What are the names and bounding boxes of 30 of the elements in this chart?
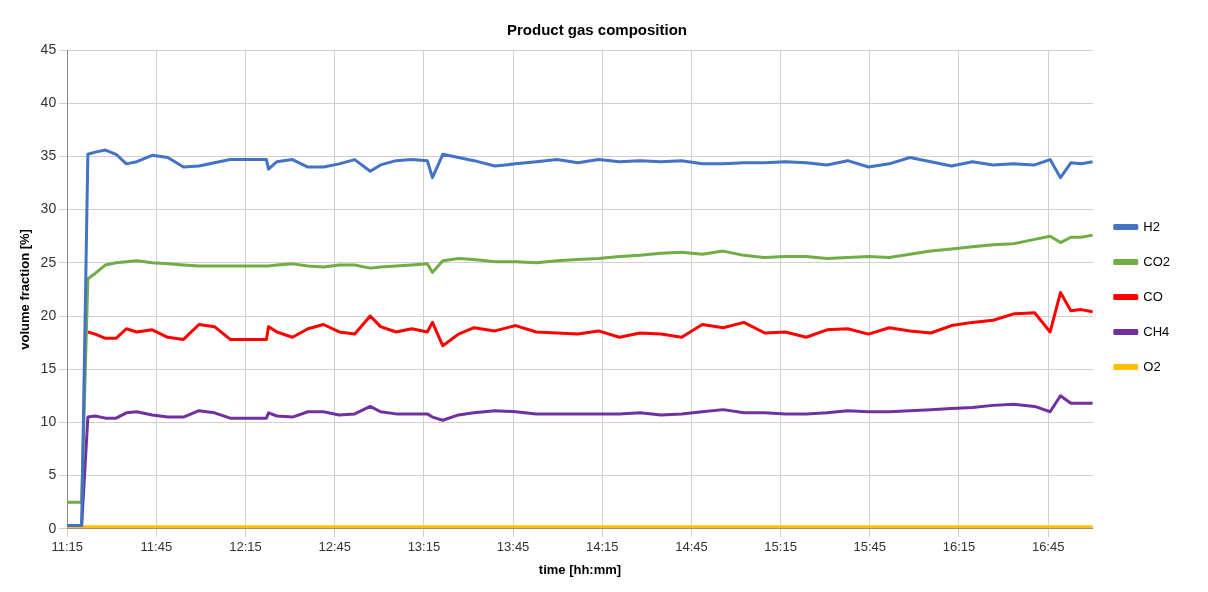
x-tick-label: 15:15 [764,539,797,555]
chart-title: Product gas composition [506,21,688,39]
legend-label: O2 [1143,358,1161,374]
x-tick-label: 16:45 [1031,539,1065,555]
legend-label: CO [1143,288,1163,304]
y-tick-label: 0 [48,519,57,536]
y-tick-label: 5 [48,466,57,483]
x-tick-label: 14:15 [585,539,619,555]
x-tick-label: 13:45 [496,539,530,555]
y-tick-label: 20 [40,306,57,323]
x-tick-label: 13:15 [407,539,441,555]
y-tick-label: 15 [40,360,57,377]
legend-label: CO2 [1143,253,1170,269]
x-tick-label: 12:45 [318,539,351,555]
y-tick-label: 40 [40,94,57,111]
x-tick-label: 16:15 [942,539,976,555]
y-tick-label: 35 [40,147,57,164]
y-tick-label: 10 [40,413,57,430]
x-tick-label: 12:15 [229,539,262,555]
y-tick-label: 45 [40,40,57,57]
legend-label: H2 [1143,218,1160,234]
x-tick-label: 15:45 [853,539,887,555]
x-tick-label: 11:15 [51,539,83,555]
y-axis-title: volume fraction [%] [17,229,33,350]
x-tick-label: 11:45 [140,539,173,555]
y-tick-label: 30 [40,200,57,217]
x-tick-label: 14:45 [675,539,708,555]
y-tick-label: 25 [40,253,57,270]
x-axis-title: time [hh:mm] [538,561,622,577]
legend-label: CH4 [1143,323,1170,339]
